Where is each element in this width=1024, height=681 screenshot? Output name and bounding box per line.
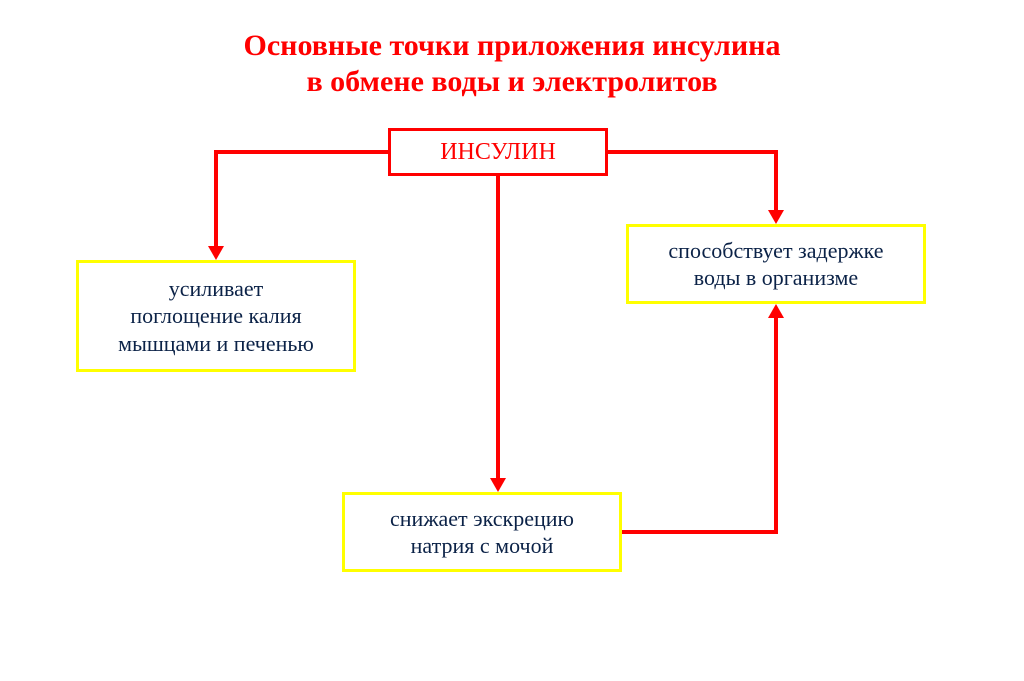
edge-insulin-to-potassium — [216, 152, 388, 246]
node-water: способствует задержкеводы в организме — [626, 224, 926, 304]
title-line-2: в обмене воды и электролитов — [306, 65, 717, 98]
arrowhead-insulin-to-water — [768, 210, 784, 224]
diagram-stage: Основные точки приложения инсулина в обм… — [0, 0, 1024, 681]
arrowhead-sodium-to-water — [768, 304, 784, 318]
node-sodium: снижает экскрециюнатрия с мочой — [342, 492, 622, 572]
node-sodium-label: снижает экскрециюнатрия с мочой — [390, 505, 574, 560]
arrowhead-insulin-to-sodium — [490, 478, 506, 492]
node-potassium: усиливаетпоглощение калиямышцами и печен… — [76, 260, 356, 372]
node-potassium-label: усиливаетпоглощение калиямышцами и печен… — [118, 275, 314, 358]
node-water-label: способствует задержкеводы в организме — [668, 237, 883, 292]
diagram-title: Основные точки приложения инсулина в обм… — [0, 28, 1024, 100]
node-insulin-label: ИНСУЛИН — [440, 137, 556, 167]
arrowhead-insulin-to-potassium — [208, 246, 224, 260]
node-insulin: ИНСУЛИН — [388, 128, 608, 176]
edge-sodium-to-water — [622, 318, 776, 532]
title-line-1: Основные точки приложения инсулина — [244, 29, 781, 62]
edge-insulin-to-water — [608, 152, 776, 210]
